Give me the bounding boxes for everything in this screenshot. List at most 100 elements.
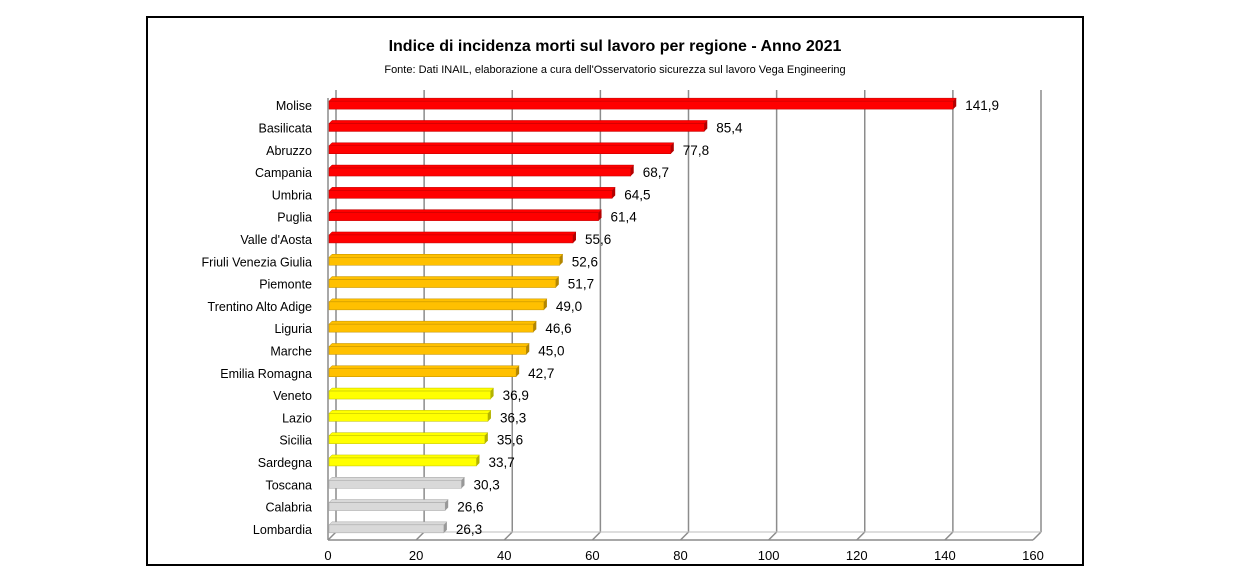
bar-top [328, 320, 537, 325]
category-label: Toscana [265, 478, 312, 492]
grid-floor-line [856, 531, 866, 541]
bar-top [328, 142, 675, 146]
bar-top [328, 477, 466, 481]
grid-floor-line [503, 531, 513, 541]
x-tick-label: 160 [1022, 548, 1044, 563]
value-label: 51,7 [568, 277, 594, 292]
bar [328, 413, 489, 422]
grid-floor-line [768, 531, 778, 541]
bar-end [487, 410, 491, 422]
category-label: Puglia [277, 211, 312, 225]
value-label: 42,7 [528, 366, 554, 381]
category-label: Veneto [273, 389, 312, 403]
value-label: 36,3 [500, 410, 526, 425]
value-label: 68,7 [643, 165, 669, 180]
value-label: 30,3 [474, 477, 500, 492]
x-tick-label: 80 [673, 548, 687, 563]
value-label: 33,7 [488, 455, 514, 470]
bar-end [555, 276, 559, 288]
bar-end [953, 98, 957, 110]
bar [328, 145, 672, 154]
category-label: Friuli Venezia Giulia [202, 255, 313, 269]
chart-subtitle: Fonte: Dati INAIL, elaborazione a cura d… [384, 64, 846, 76]
value-label: 85,4 [716, 120, 743, 135]
bar [328, 346, 527, 355]
bar-end [630, 165, 634, 177]
value-label: 26,3 [456, 522, 482, 537]
x-tick-label: 140 [934, 548, 956, 563]
category-label: Calabria [265, 501, 312, 515]
category-label: Lazio [282, 411, 312, 425]
category-label: Valle d'Aosta [240, 233, 312, 247]
bar-top [328, 387, 495, 392]
x-tick-label: 60 [585, 548, 599, 563]
x-tick-label: 40 [497, 548, 511, 563]
bar-top [328, 521, 448, 526]
bar-end [543, 298, 547, 310]
bar [328, 457, 477, 467]
bar [328, 167, 631, 177]
bar-top [328, 254, 564, 258]
category-label: Campania [255, 166, 312, 180]
bar-end [461, 477, 465, 489]
category-label: Abruzzo [266, 144, 312, 158]
bar-chart: 0 20 40 60 80 100 120 140 160 Molise 141,9 Basilica… [202, 90, 1044, 563]
bar [328, 234, 574, 244]
bar [328, 212, 599, 221]
bar-top [328, 343, 530, 347]
bar-end [484, 432, 488, 444]
bar-end [598, 209, 602, 221]
bar-end [490, 388, 494, 400]
value-label: 55,6 [585, 232, 611, 247]
chart-frame: Indice di incidenza morti sul lavoro per… [146, 16, 1084, 566]
category-label: Liguria [274, 322, 312, 336]
grid-floor-line [415, 531, 425, 541]
category-label: Umbria [272, 188, 312, 202]
value-label: 46,6 [545, 321, 571, 336]
grid-floor-line [679, 531, 690, 541]
bar-end [516, 365, 520, 377]
value-label: 36,9 [503, 388, 529, 403]
x-tick-label: 100 [758, 548, 780, 563]
bar [328, 323, 534, 333]
x-tick-label: 120 [846, 548, 868, 563]
grid-floor-line [327, 531, 337, 541]
bar-end [445, 499, 449, 511]
bar-end [704, 120, 708, 132]
bar [328, 257, 561, 266]
bar [328, 368, 517, 377]
bar [328, 279, 557, 288]
bar [328, 100, 954, 110]
value-label: 61,4 [611, 210, 638, 225]
value-label: 64,5 [624, 187, 650, 202]
category-label: Sicilia [279, 434, 312, 448]
bar-top [328, 432, 489, 436]
bar-end [670, 142, 674, 154]
bar-top [328, 164, 635, 169]
bar-top [328, 276, 560, 280]
chart-title: Indice di incidenza morti sul lavoro per… [388, 38, 842, 55]
bar-top [328, 298, 548, 303]
bar-top [328, 454, 481, 459]
category-label: Trentino Alto Adige [208, 300, 313, 314]
category-label: Molise [276, 99, 312, 113]
x-tick-label: 0 [324, 548, 331, 563]
bar-top [328, 365, 520, 369]
bar-top [328, 410, 492, 414]
bar-top [328, 97, 957, 102]
value-label: 35,6 [497, 433, 523, 448]
bar [328, 301, 545, 311]
grid-floor-line [944, 531, 954, 541]
bar-end [559, 254, 563, 266]
category-label: Emilia Romagna [220, 367, 312, 381]
bar [328, 123, 705, 132]
bar-end [612, 187, 616, 199]
bar-top [328, 120, 708, 124]
bar-end [443, 521, 447, 533]
grid-floor-line [1032, 531, 1042, 541]
bar-top [328, 231, 577, 236]
bar-end [533, 321, 537, 333]
grid-floor-line [591, 531, 601, 541]
value-label: 45,0 [538, 343, 564, 358]
category-label: Piemonte [259, 278, 312, 292]
